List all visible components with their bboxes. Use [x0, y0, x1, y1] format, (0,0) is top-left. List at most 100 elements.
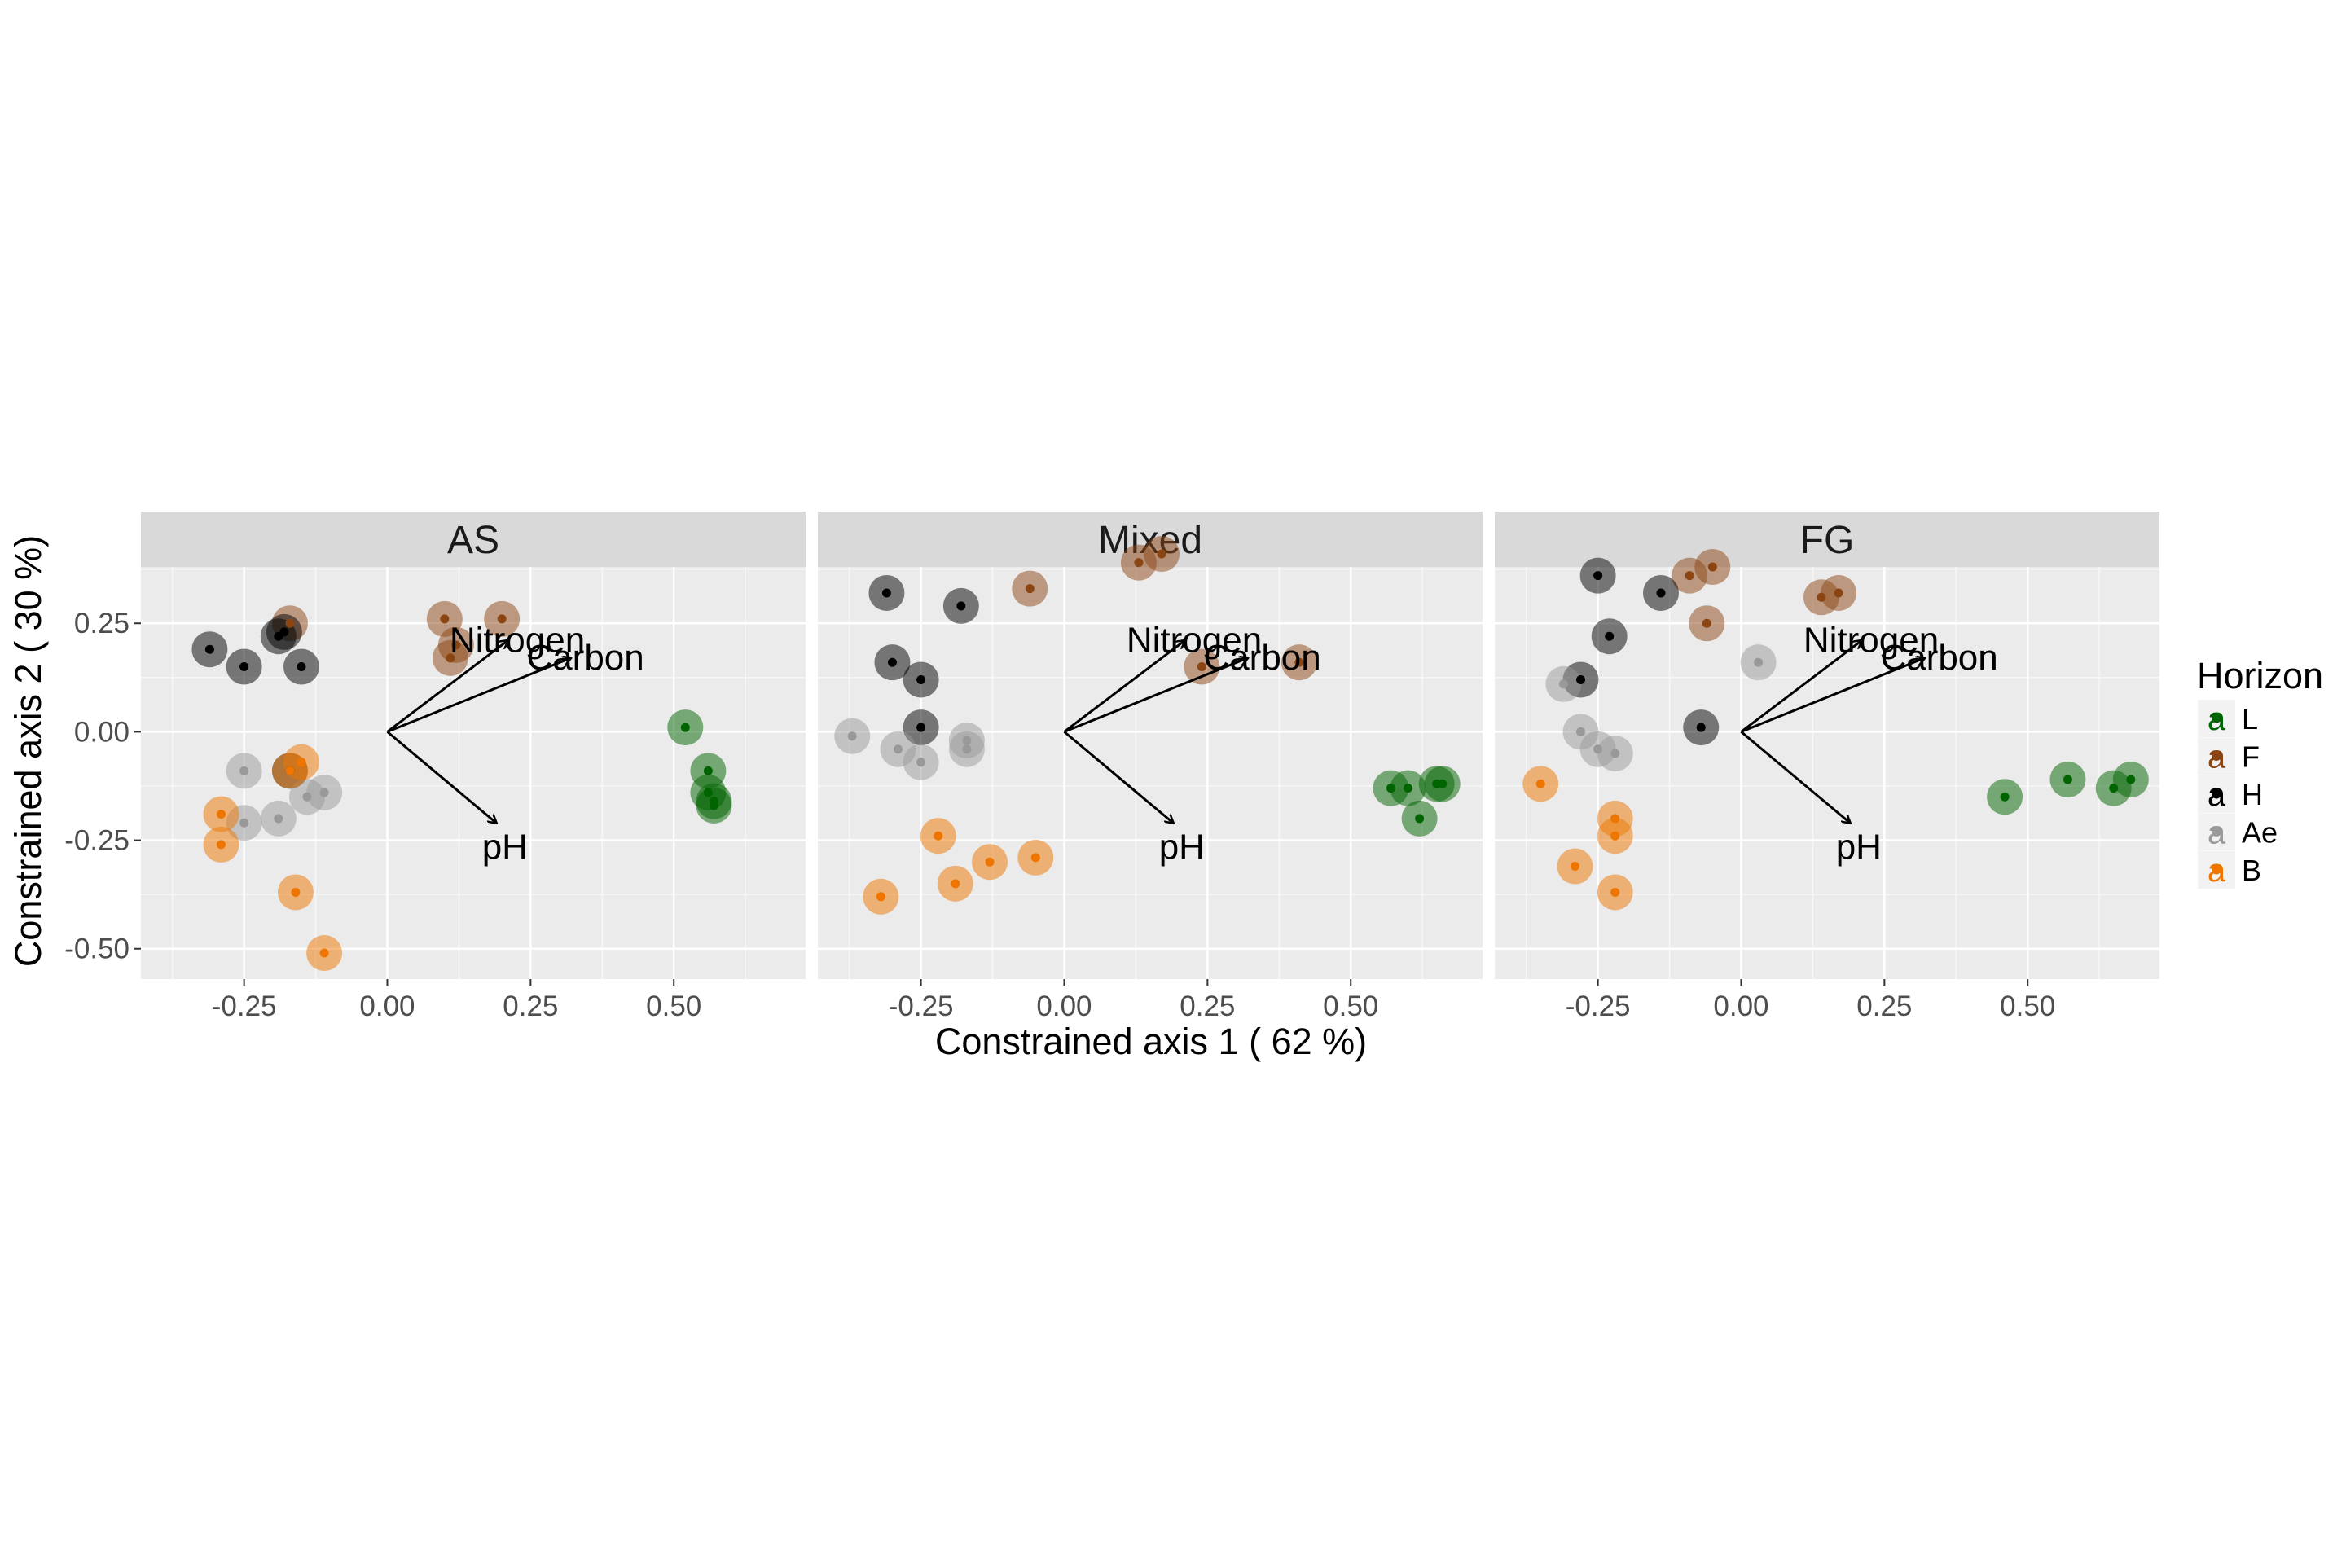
point-ae	[1593, 744, 1603, 754]
legend-key-dot	[2212, 865, 2221, 875]
point-ae	[962, 736, 972, 745]
x-axis-label: Constrained axis 1 ( 62 %)	[935, 1021, 1367, 1062]
vector-label-nitrogen: Nitrogen	[1127, 621, 1262, 661]
point-l	[2063, 775, 2072, 784]
point-h	[1605, 631, 1615, 641]
point-f	[440, 614, 450, 624]
x-tick-label: -0.25	[212, 990, 277, 1022]
point-b	[291, 887, 301, 897]
legend-entry-l: aL	[2198, 700, 2258, 737]
facet-panel-as: AS -0.25 0.00 0.25 0.50 -0.50 -0.25 0.00 0.25 Nit…	[64, 512, 806, 1022]
point-b	[319, 948, 329, 958]
x-tick-label: 0.25	[1856, 990, 1912, 1022]
legend-key-dot	[2212, 789, 2221, 799]
point-ae	[302, 792, 312, 802]
point-l	[709, 801, 718, 810]
legend: Horizon aLaFaHaAeaB	[2197, 655, 2323, 889]
point-ae	[319, 788, 329, 797]
point-f	[1134, 558, 1144, 568]
vector-label-nitrogen: Nitrogen	[1803, 621, 1939, 661]
point-h	[239, 662, 249, 672]
legend-key-dot	[2212, 828, 2221, 837]
point-f	[446, 653, 455, 663]
x-tick-label: 0.25	[503, 990, 558, 1022]
legend-entry-ae: aAe	[2198, 813, 2278, 851]
vector-label-ph: pH	[482, 827, 528, 867]
point-b	[285, 766, 295, 775]
point-h	[204, 644, 214, 654]
y-tick-label: -0.25	[64, 825, 130, 857]
legend-key-dot	[2212, 752, 2221, 761]
point-ae	[847, 731, 857, 741]
point-f	[1157, 549, 1166, 559]
legend-key-dot	[2212, 714, 2221, 723]
point-f	[1834, 588, 1843, 598]
legend-entries: aLaFaHaAeaB	[2198, 700, 2278, 889]
point-h	[1656, 588, 1666, 598]
vector-carbon	[1740, 658, 1924, 733]
point-ae	[962, 744, 972, 754]
point-h	[297, 662, 306, 672]
vector-label-ph: pH	[1159, 827, 1205, 867]
point-ae	[893, 744, 903, 754]
point-l	[2126, 775, 2136, 784]
point-b	[297, 758, 306, 767]
point-h	[916, 723, 926, 732]
point-f	[285, 618, 295, 628]
point-h	[916, 674, 926, 684]
point-f	[451, 640, 461, 650]
point-f	[1197, 662, 1206, 672]
point-f	[1707, 562, 1717, 572]
point-ae	[239, 766, 249, 775]
point-l	[1404, 784, 1413, 793]
vector-label-carbon: Carbon	[526, 638, 644, 678]
facet-strip	[1495, 512, 2159, 567]
vector-carbon	[1063, 658, 1247, 733]
point-l	[1415, 814, 1425, 824]
point-b	[1610, 887, 1620, 897]
point-ae	[1754, 657, 1764, 667]
x-tick-label: 0.25	[1180, 990, 1235, 1022]
facet-title: FG	[1800, 519, 1855, 562]
point-f	[1817, 592, 1826, 602]
legend-label: F	[2242, 740, 2260, 774]
x-tick-label: 0.50	[1323, 990, 1378, 1022]
point-l	[1386, 784, 1395, 793]
vector-label-carbon: Carbon	[1880, 638, 1997, 678]
x-tick-label: 0.50	[2000, 990, 2055, 1022]
point-l	[2109, 784, 2119, 793]
legend-label: Ae	[2242, 816, 2278, 850]
legend-label: B	[2242, 854, 2261, 887]
legend-entry-b: aB	[2198, 851, 2261, 889]
vector-label-nitrogen: Nitrogen	[450, 621, 585, 661]
facet-strip	[141, 512, 806, 567]
vector-nitrogen	[386, 641, 507, 733]
point-f	[1702, 618, 1711, 628]
x-tick-label: 0.50	[646, 990, 701, 1022]
vector-ph	[386, 731, 496, 823]
point-l	[703, 788, 713, 797]
y-tick-label: -0.50	[64, 933, 130, 965]
point-ae	[1576, 727, 1586, 736]
point-h	[887, 657, 897, 667]
point-h	[279, 627, 289, 637]
x-tick-label: -0.25	[1566, 990, 1631, 1022]
point-h	[1576, 674, 1586, 684]
point-ae	[274, 814, 283, 824]
x-tick-label: 0.00	[1036, 990, 1092, 1022]
point-b	[876, 892, 885, 902]
point-b	[216, 810, 226, 819]
point-l	[1438, 779, 1448, 788]
y-axis-label: Constrained axis 2 ( 30 %)	[7, 535, 49, 967]
point-b	[951, 879, 960, 889]
point-b	[1610, 814, 1620, 824]
point-ae	[1610, 749, 1620, 758]
x-tick-label: 0.00	[359, 990, 415, 1022]
y-tick-label: 0.00	[74, 716, 130, 748]
point-b	[1570, 862, 1579, 872]
point-b	[1610, 831, 1620, 841]
point-b	[985, 857, 995, 867]
point-b	[1535, 779, 1545, 788]
facet-title: AS	[447, 519, 499, 562]
